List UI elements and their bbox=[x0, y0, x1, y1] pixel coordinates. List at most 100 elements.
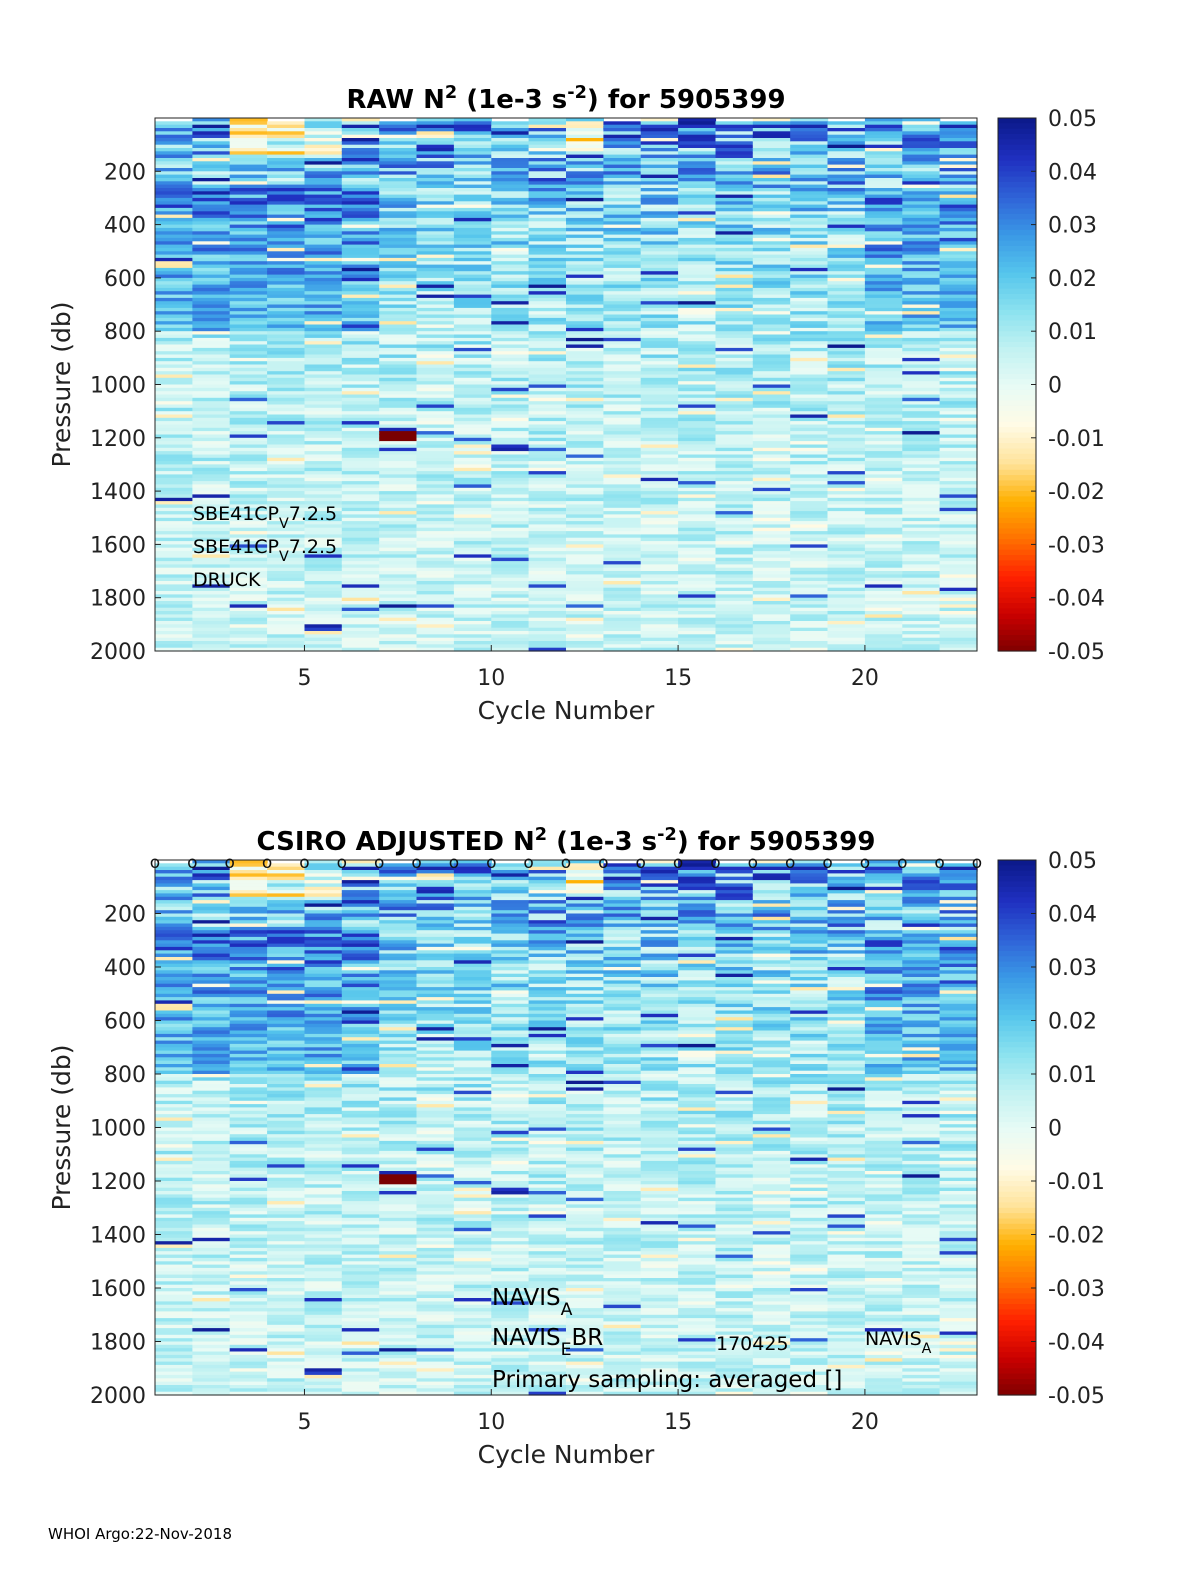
heatmap-cell bbox=[304, 1154, 343, 1159]
heatmap-cell bbox=[379, 1294, 418, 1299]
heatmap-cell bbox=[155, 271, 193, 276]
heatmap-cell bbox=[864, 597, 903, 602]
heatmap-cell bbox=[827, 171, 866, 176]
heatmap-cell bbox=[864, 427, 903, 432]
heatmap-cell bbox=[267, 1017, 306, 1022]
heatmap-cell bbox=[790, 524, 829, 529]
heatmap-cell bbox=[827, 204, 866, 209]
heatmap-cell bbox=[341, 933, 380, 938]
heatmap-cell bbox=[341, 611, 380, 615]
heatmap-cell bbox=[267, 1247, 306, 1252]
colorbar-segment bbox=[998, 475, 1036, 481]
heatmap-cell bbox=[939, 604, 978, 609]
heatmap-cell bbox=[939, 264, 978, 269]
heatmap-cell bbox=[715, 407, 754, 412]
heatmap-cell bbox=[939, 291, 978, 296]
heatmap-cell bbox=[267, 267, 306, 272]
heatmap-cell bbox=[155, 614, 193, 619]
heatmap-cell bbox=[603, 411, 642, 416]
heatmap-cell bbox=[379, 154, 418, 159]
heatmap-cell bbox=[640, 307, 679, 312]
heatmap-cell bbox=[603, 641, 642, 645]
heatmap-cell bbox=[379, 284, 418, 289]
heatmap-cell bbox=[902, 624, 941, 629]
heatmap-cell bbox=[453, 201, 492, 206]
heatmap-cell bbox=[416, 1070, 455, 1075]
heatmap-cell bbox=[379, 1043, 418, 1048]
heatmap-cell bbox=[379, 1181, 418, 1185]
heatmap-cell bbox=[379, 1107, 418, 1112]
heatmap-cell bbox=[678, 341, 717, 346]
heatmap-cell bbox=[341, 591, 380, 595]
heatmap-cell bbox=[416, 1364, 455, 1369]
heatmap-cell bbox=[453, 267, 492, 272]
heatmap-cell bbox=[640, 188, 679, 192]
heatmap-cell bbox=[640, 344, 679, 349]
colorbar-segment bbox=[998, 213, 1036, 220]
heatmap-cell bbox=[267, 554, 306, 559]
heatmap-cell bbox=[939, 207, 978, 212]
heatmap-cell bbox=[491, 221, 530, 226]
heatmap-cell bbox=[341, 397, 380, 402]
heatmap-cell bbox=[416, 1257, 455, 1262]
heatmap-cell bbox=[379, 1037, 418, 1042]
heatmap-cell bbox=[229, 977, 268, 981]
heatmap-cell bbox=[715, 224, 754, 229]
colorbar-segment bbox=[998, 581, 1036, 588]
heatmap-cell bbox=[603, 577, 642, 582]
heatmap-cell bbox=[566, 551, 604, 555]
heatmap-cell bbox=[864, 371, 903, 376]
heatmap-cell bbox=[790, 271, 829, 276]
heatmap-cell bbox=[939, 334, 978, 339]
heatmap-cell bbox=[939, 214, 978, 219]
heatmap-cell bbox=[640, 227, 679, 232]
heatmap-cell bbox=[341, 1040, 380, 1045]
heatmap-cell bbox=[752, 271, 791, 276]
heatmap-cell bbox=[267, 257, 306, 262]
heatmap-cell bbox=[229, 501, 268, 505]
heatmap-cell bbox=[229, 371, 268, 376]
heatmap-cell bbox=[416, 607, 455, 612]
heatmap-cell bbox=[752, 637, 791, 642]
heatmap-cell bbox=[304, 1077, 343, 1082]
heatmap-cell bbox=[603, 281, 642, 286]
heatmap-cell bbox=[827, 537, 866, 542]
heatmap-cell bbox=[192, 1241, 231, 1246]
heatmap-cell bbox=[902, 611, 941, 615]
heatmap-cell bbox=[192, 497, 231, 502]
heatmap-cell bbox=[678, 221, 717, 226]
heatmap-cell bbox=[155, 1053, 193, 1058]
heatmap-cell bbox=[790, 201, 829, 206]
heatmap-cell bbox=[603, 591, 642, 595]
heatmap-cell bbox=[566, 487, 604, 492]
heatmap-cell bbox=[379, 494, 418, 499]
heatmap-cell bbox=[304, 454, 343, 459]
heatmap-cell bbox=[752, 547, 791, 552]
heatmap-cell bbox=[491, 504, 530, 509]
heatmap-cell bbox=[566, 131, 604, 136]
heatmap-cell bbox=[267, 903, 306, 908]
heatmap-cell bbox=[192, 1385, 231, 1389]
heatmap-cell bbox=[528, 404, 567, 409]
heatmap-cell bbox=[715, 534, 754, 539]
heatmap-cell bbox=[453, 244, 492, 249]
heatmap-cell bbox=[528, 244, 567, 249]
heatmap-cell bbox=[864, 211, 903, 216]
heatmap-cell bbox=[229, 1100, 268, 1105]
heatmap-cell bbox=[341, 637, 380, 642]
heatmap-cell bbox=[491, 534, 530, 539]
heatmap-cell bbox=[416, 241, 455, 246]
heatmap-cell bbox=[640, 201, 679, 206]
heatmap-cell bbox=[155, 561, 193, 565]
heatmap-cell bbox=[304, 1037, 343, 1042]
heatmap-cell bbox=[528, 521, 567, 525]
heatmap-cell bbox=[902, 461, 941, 465]
heatmap-cell bbox=[416, 1204, 455, 1209]
heatmap-cell bbox=[304, 913, 343, 918]
heatmap-cell bbox=[827, 644, 866, 649]
heatmap-cell bbox=[229, 1000, 268, 1005]
heatmap-cell bbox=[304, 594, 343, 599]
heatmap-cell bbox=[827, 547, 866, 552]
heatmap-cell bbox=[416, 1027, 455, 1032]
heatmap-cell bbox=[267, 291, 306, 296]
